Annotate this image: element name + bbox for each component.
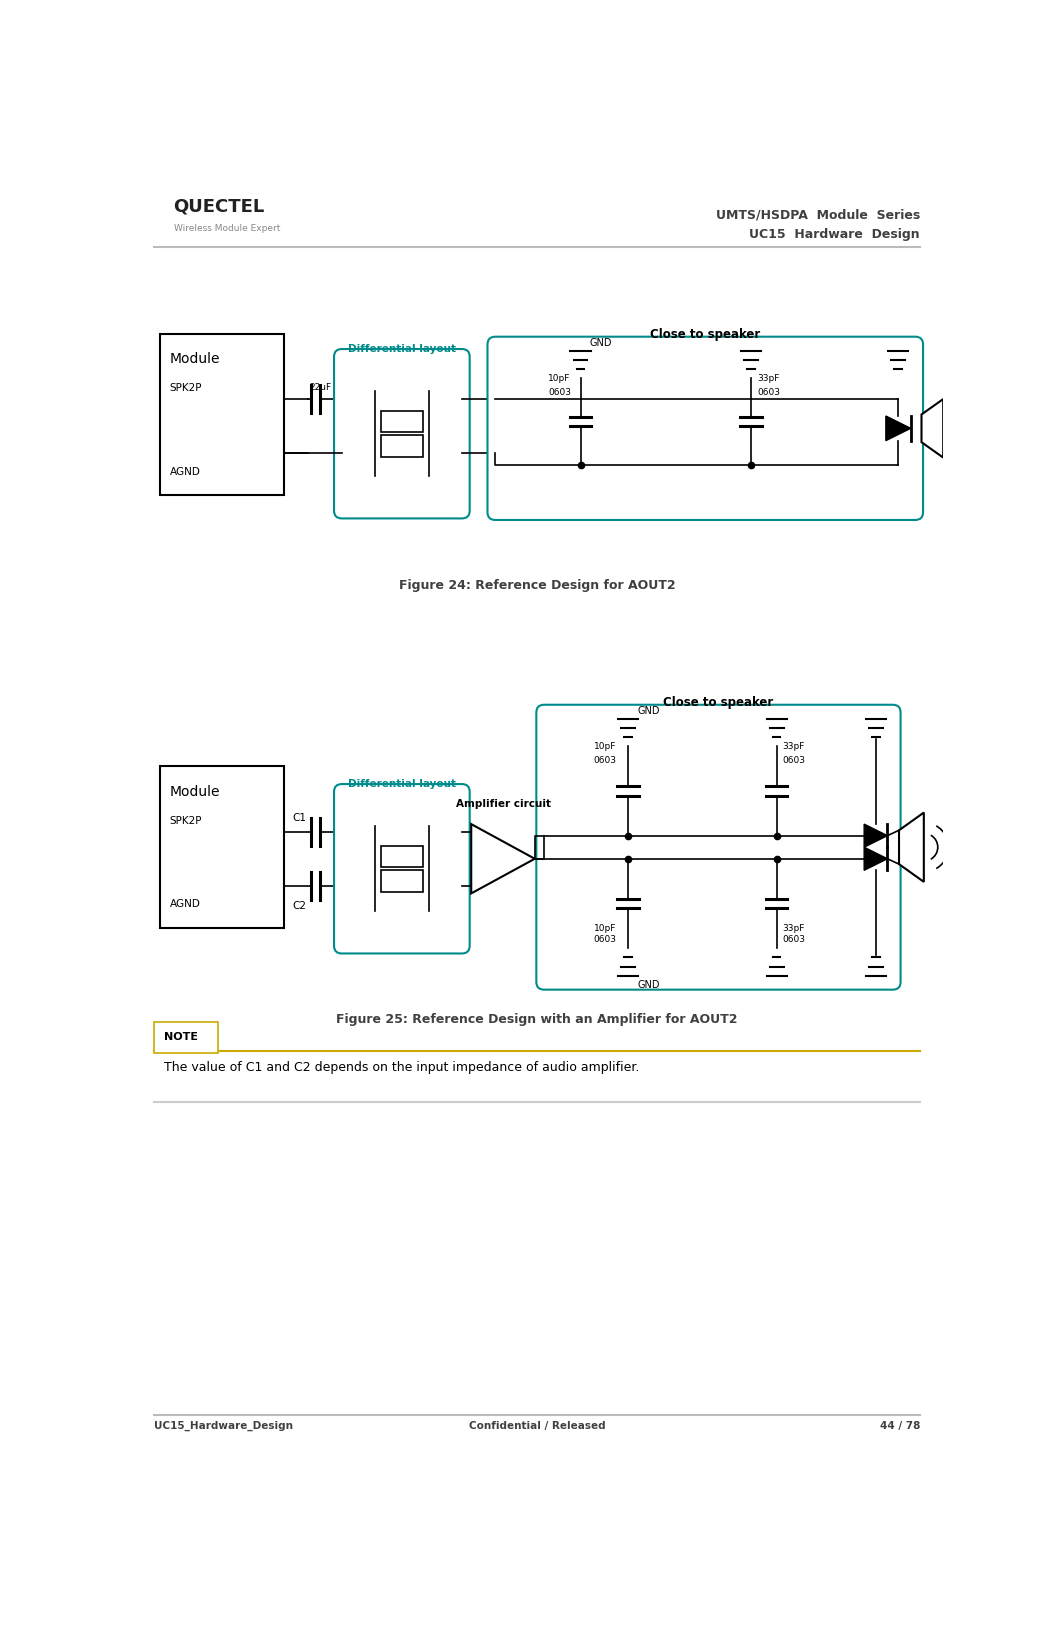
Text: 33pF: 33pF xyxy=(783,924,805,934)
Text: AGND: AGND xyxy=(170,899,200,909)
Text: Differential layout: Differential layout xyxy=(348,780,456,790)
Text: GND: GND xyxy=(637,981,659,991)
Text: 44 / 78: 44 / 78 xyxy=(879,1420,920,1430)
Text: Module: Module xyxy=(170,785,220,799)
Text: Confidential / Released: Confidential / Released xyxy=(468,1420,606,1430)
FancyBboxPatch shape xyxy=(537,704,900,989)
FancyBboxPatch shape xyxy=(334,349,470,518)
Text: UC15_Hardware_Design: UC15_Hardware_Design xyxy=(154,1420,293,1432)
Text: Figure 24: Reference Design for AOUT2: Figure 24: Reference Design for AOUT2 xyxy=(399,580,675,593)
Text: 0603: 0603 xyxy=(593,757,616,765)
Text: 33pF: 33pF xyxy=(783,742,805,752)
Text: 10pF: 10pF xyxy=(593,742,616,752)
FancyBboxPatch shape xyxy=(334,785,470,953)
Text: Module: Module xyxy=(170,352,220,365)
Bar xyxy=(380,870,422,891)
Text: 0603: 0603 xyxy=(758,388,780,398)
Text: 22uF: 22uF xyxy=(309,383,331,391)
Bar xyxy=(380,436,422,457)
Text: Close to speaker: Close to speaker xyxy=(650,328,761,341)
Text: UC15  Hardware  Design: UC15 Hardware Design xyxy=(749,228,920,241)
Text: 10pF: 10pF xyxy=(548,375,570,383)
Text: 0603: 0603 xyxy=(548,388,571,398)
Text: C2: C2 xyxy=(292,901,306,911)
Text: 0603: 0603 xyxy=(593,935,616,943)
Text: SPK2P: SPK2P xyxy=(170,816,202,826)
Text: C1: C1 xyxy=(292,812,306,822)
Text: UMTS/HSDPA  Module  Series: UMTS/HSDPA Module Series xyxy=(716,210,920,221)
Text: Amplifier circuit: Amplifier circuit xyxy=(456,799,551,809)
Text: Close to speaker: Close to speaker xyxy=(663,696,773,709)
Polygon shape xyxy=(921,400,943,457)
FancyBboxPatch shape xyxy=(487,337,923,519)
Text: Differential layout: Differential layout xyxy=(348,344,456,354)
Polygon shape xyxy=(472,824,534,893)
Text: 0603: 0603 xyxy=(783,935,806,943)
Text: QUECTEL: QUECTEL xyxy=(174,198,265,216)
Text: 33pF: 33pF xyxy=(758,375,780,383)
Polygon shape xyxy=(886,416,911,441)
Bar xyxy=(160,767,284,929)
Polygon shape xyxy=(899,812,924,881)
Text: The value of C1 and C2 depends on the input impedance of audio amplifier.: The value of C1 and C2 depends on the in… xyxy=(163,1060,639,1073)
Text: GND: GND xyxy=(590,337,612,347)
Text: SPK2P: SPK2P xyxy=(170,383,202,393)
Bar xyxy=(154,1022,218,1053)
Text: Wireless Module Expert: Wireless Module Expert xyxy=(174,224,280,233)
Text: 10pF: 10pF xyxy=(593,924,616,934)
Text: NOTE: NOTE xyxy=(163,1032,198,1042)
Text: Figure 25: Reference Design with an Amplifier for AOUT2: Figure 25: Reference Design with an Ampl… xyxy=(336,1012,738,1025)
Bar xyxy=(160,334,284,495)
Bar xyxy=(380,411,422,432)
Polygon shape xyxy=(865,847,888,870)
Text: AGND: AGND xyxy=(170,467,200,477)
Bar xyxy=(380,845,422,867)
Text: 0603: 0603 xyxy=(783,757,806,765)
Text: GND: GND xyxy=(637,706,659,716)
Polygon shape xyxy=(865,824,888,847)
